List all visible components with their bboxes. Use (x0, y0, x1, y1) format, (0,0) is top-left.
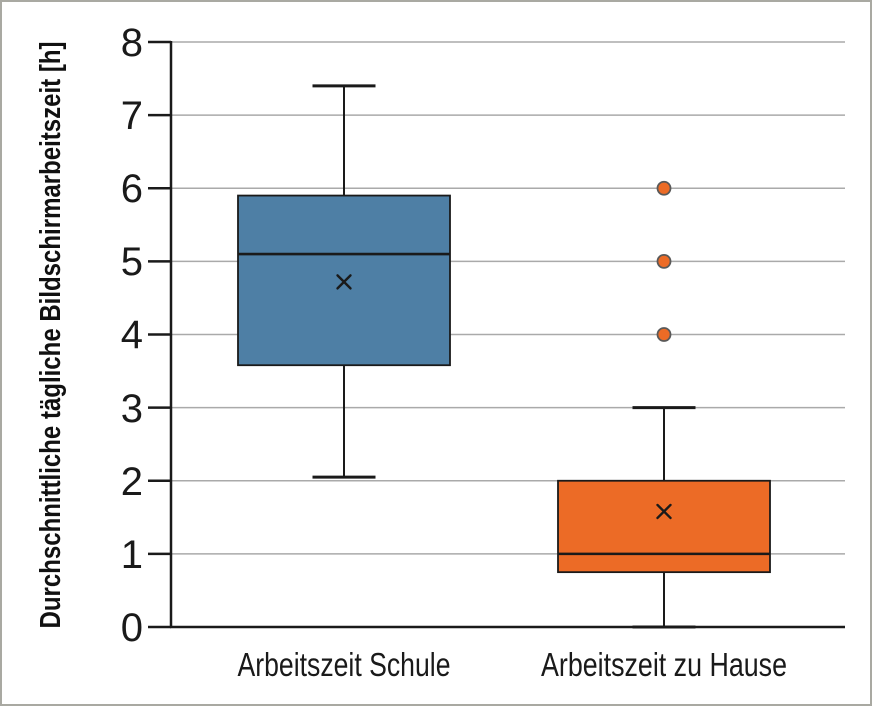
y-tick-label: 6 (121, 167, 143, 211)
outlier-point (656, 327, 672, 342)
y-tick-label: 3 (121, 387, 143, 431)
y-tick-label: 5 (121, 240, 143, 284)
mean-marker (656, 503, 672, 520)
outlier-point (656, 180, 672, 196)
boxes (237, 84, 771, 629)
mean-marker (336, 274, 352, 290)
y-tick-label: 1 (121, 533, 143, 577)
outlier-point (656, 253, 672, 269)
y-tick-label: 4 (121, 313, 143, 357)
axes (148, 40, 845, 629)
box (557, 479, 771, 574)
y-tick-label: 0 (121, 606, 143, 650)
y-tick-label: 7 (121, 94, 143, 138)
x-category-label-hause: Arbeitszeit zu Hause (541, 646, 787, 683)
y-axis-title: Durchschnittliche tägliche Bildschirmarb… (35, 42, 67, 629)
x-category-label-schule: Arbeitszeit Schule (238, 646, 451, 683)
y-tick-label: 2 (121, 460, 143, 504)
y-tick-label: 8 (121, 21, 143, 65)
